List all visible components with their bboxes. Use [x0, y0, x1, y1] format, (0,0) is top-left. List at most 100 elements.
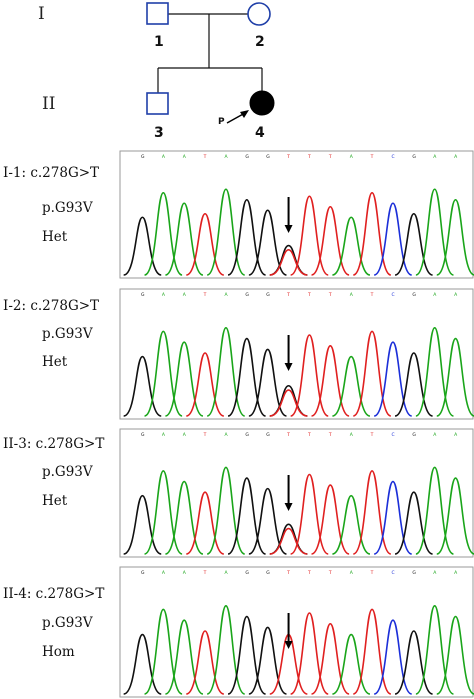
base-call: C	[391, 570, 394, 576]
trace-peak	[248, 209, 287, 276]
base-call: C	[391, 432, 394, 438]
individual-number-4: 4	[255, 125, 265, 141]
base-call: T	[286, 432, 290, 438]
base-call: T	[286, 154, 290, 160]
base-call: T	[203, 154, 207, 160]
individual-4-affected-female	[249, 90, 275, 116]
annotations: I-1: c.278G>T p.G93V Het I-2: c.278G>T p…	[3, 165, 104, 660]
base-call: G	[266, 292, 270, 298]
trace-peak	[332, 355, 371, 417]
individual-number-2: 2	[255, 34, 265, 50]
base-call: T	[203, 570, 207, 576]
base-call: G	[412, 432, 416, 438]
trace-peak	[436, 477, 474, 555]
individual-number-1: 1	[154, 34, 164, 50]
base-call: G	[266, 432, 270, 438]
base-call: A	[454, 154, 458, 160]
base-call: A	[162, 432, 166, 438]
mutation-arrow-head	[284, 225, 293, 233]
trace-peak	[248, 348, 287, 417]
base-call: T	[328, 570, 332, 576]
base-call: A	[224, 154, 228, 160]
het-peak-t	[269, 389, 308, 417]
base-call: G	[266, 154, 270, 160]
panel-1-label: I-1: c.278G>T	[3, 165, 99, 181]
base-call: A	[162, 570, 166, 576]
base-call: A	[454, 570, 458, 576]
panel-3-protein: p.G93V	[42, 464, 93, 480]
trace-peak	[123, 355, 162, 417]
chromatogram-frame	[119, 288, 474, 420]
base-call: A	[224, 432, 228, 438]
trace-peak	[332, 633, 371, 695]
base-call: G	[245, 432, 249, 438]
base-call: A	[224, 570, 228, 576]
generation-label-1: I	[38, 4, 45, 24]
base-call: G	[266, 570, 270, 576]
trace-peak	[185, 630, 225, 695]
trace-peak	[185, 491, 225, 555]
base-call: A	[183, 432, 187, 438]
mutation-arrow-head	[284, 641, 293, 649]
trace-peak	[123, 216, 162, 276]
trace-peak	[123, 633, 162, 695]
trace-peak	[394, 491, 433, 555]
base-call: T	[328, 432, 332, 438]
panel-4-protein: p.G93V	[42, 615, 93, 631]
trace-peak	[185, 352, 225, 417]
proband-arrow-head	[240, 110, 249, 118]
panel-1-protein: p.G93V	[42, 200, 93, 216]
panel-2-label: I-2: c.278G>T	[3, 298, 99, 314]
base-call: T	[328, 292, 332, 298]
base-call: T	[203, 292, 207, 298]
chromatogram-panels: G A A T A G G T T T A T C G A A G A A T A G G T T T A T C G A A G A A T A G G T…	[119, 150, 474, 698]
base-call: A	[350, 570, 354, 576]
base-call: G	[141, 292, 145, 298]
panel-1-zygosity: Het	[42, 229, 68, 245]
base-call: G	[412, 292, 416, 298]
trace-peak	[332, 494, 371, 555]
base-call: G	[245, 154, 249, 160]
trace-peak	[436, 615, 474, 695]
base-call: A	[350, 432, 354, 438]
proband-marker: P	[218, 117, 225, 127]
individual-2-female	[247, 2, 271, 26]
base-call: G	[412, 154, 416, 160]
trace-peak	[394, 630, 433, 695]
base-call: T	[307, 292, 311, 298]
base-call: G	[412, 570, 416, 576]
base-call: A	[433, 292, 437, 298]
trace-peak	[436, 198, 474, 276]
trace-peak	[436, 337, 474, 417]
base-call: T	[307, 570, 311, 576]
base-call: A	[183, 570, 187, 576]
het-peak-t	[269, 248, 308, 276]
base-call: A	[350, 292, 354, 298]
base-call: A	[433, 570, 437, 576]
base-call: G	[245, 570, 249, 576]
base-call: T	[307, 432, 311, 438]
panel-4-label: II-4: c.278G>T	[3, 586, 104, 602]
base-call: C	[391, 292, 394, 298]
het-peak-t	[269, 527, 308, 555]
base-call: T	[370, 570, 374, 576]
base-call: A	[183, 154, 187, 160]
trace-peak	[123, 494, 162, 555]
base-call: A	[162, 292, 166, 298]
mutation-arrow-head	[284, 503, 293, 511]
base-call: T	[328, 154, 332, 160]
base-call: T	[370, 292, 374, 298]
base-call: T	[203, 432, 207, 438]
trace-peak	[332, 216, 371, 276]
trace-peak	[394, 352, 433, 417]
panel-3-label: II-3: c.278G>T	[3, 436, 104, 452]
base-call: T	[370, 432, 374, 438]
base-call: A	[454, 292, 458, 298]
individual-3-male	[146, 92, 169, 115]
base-call: G	[141, 570, 145, 576]
base-call: A	[350, 154, 354, 160]
